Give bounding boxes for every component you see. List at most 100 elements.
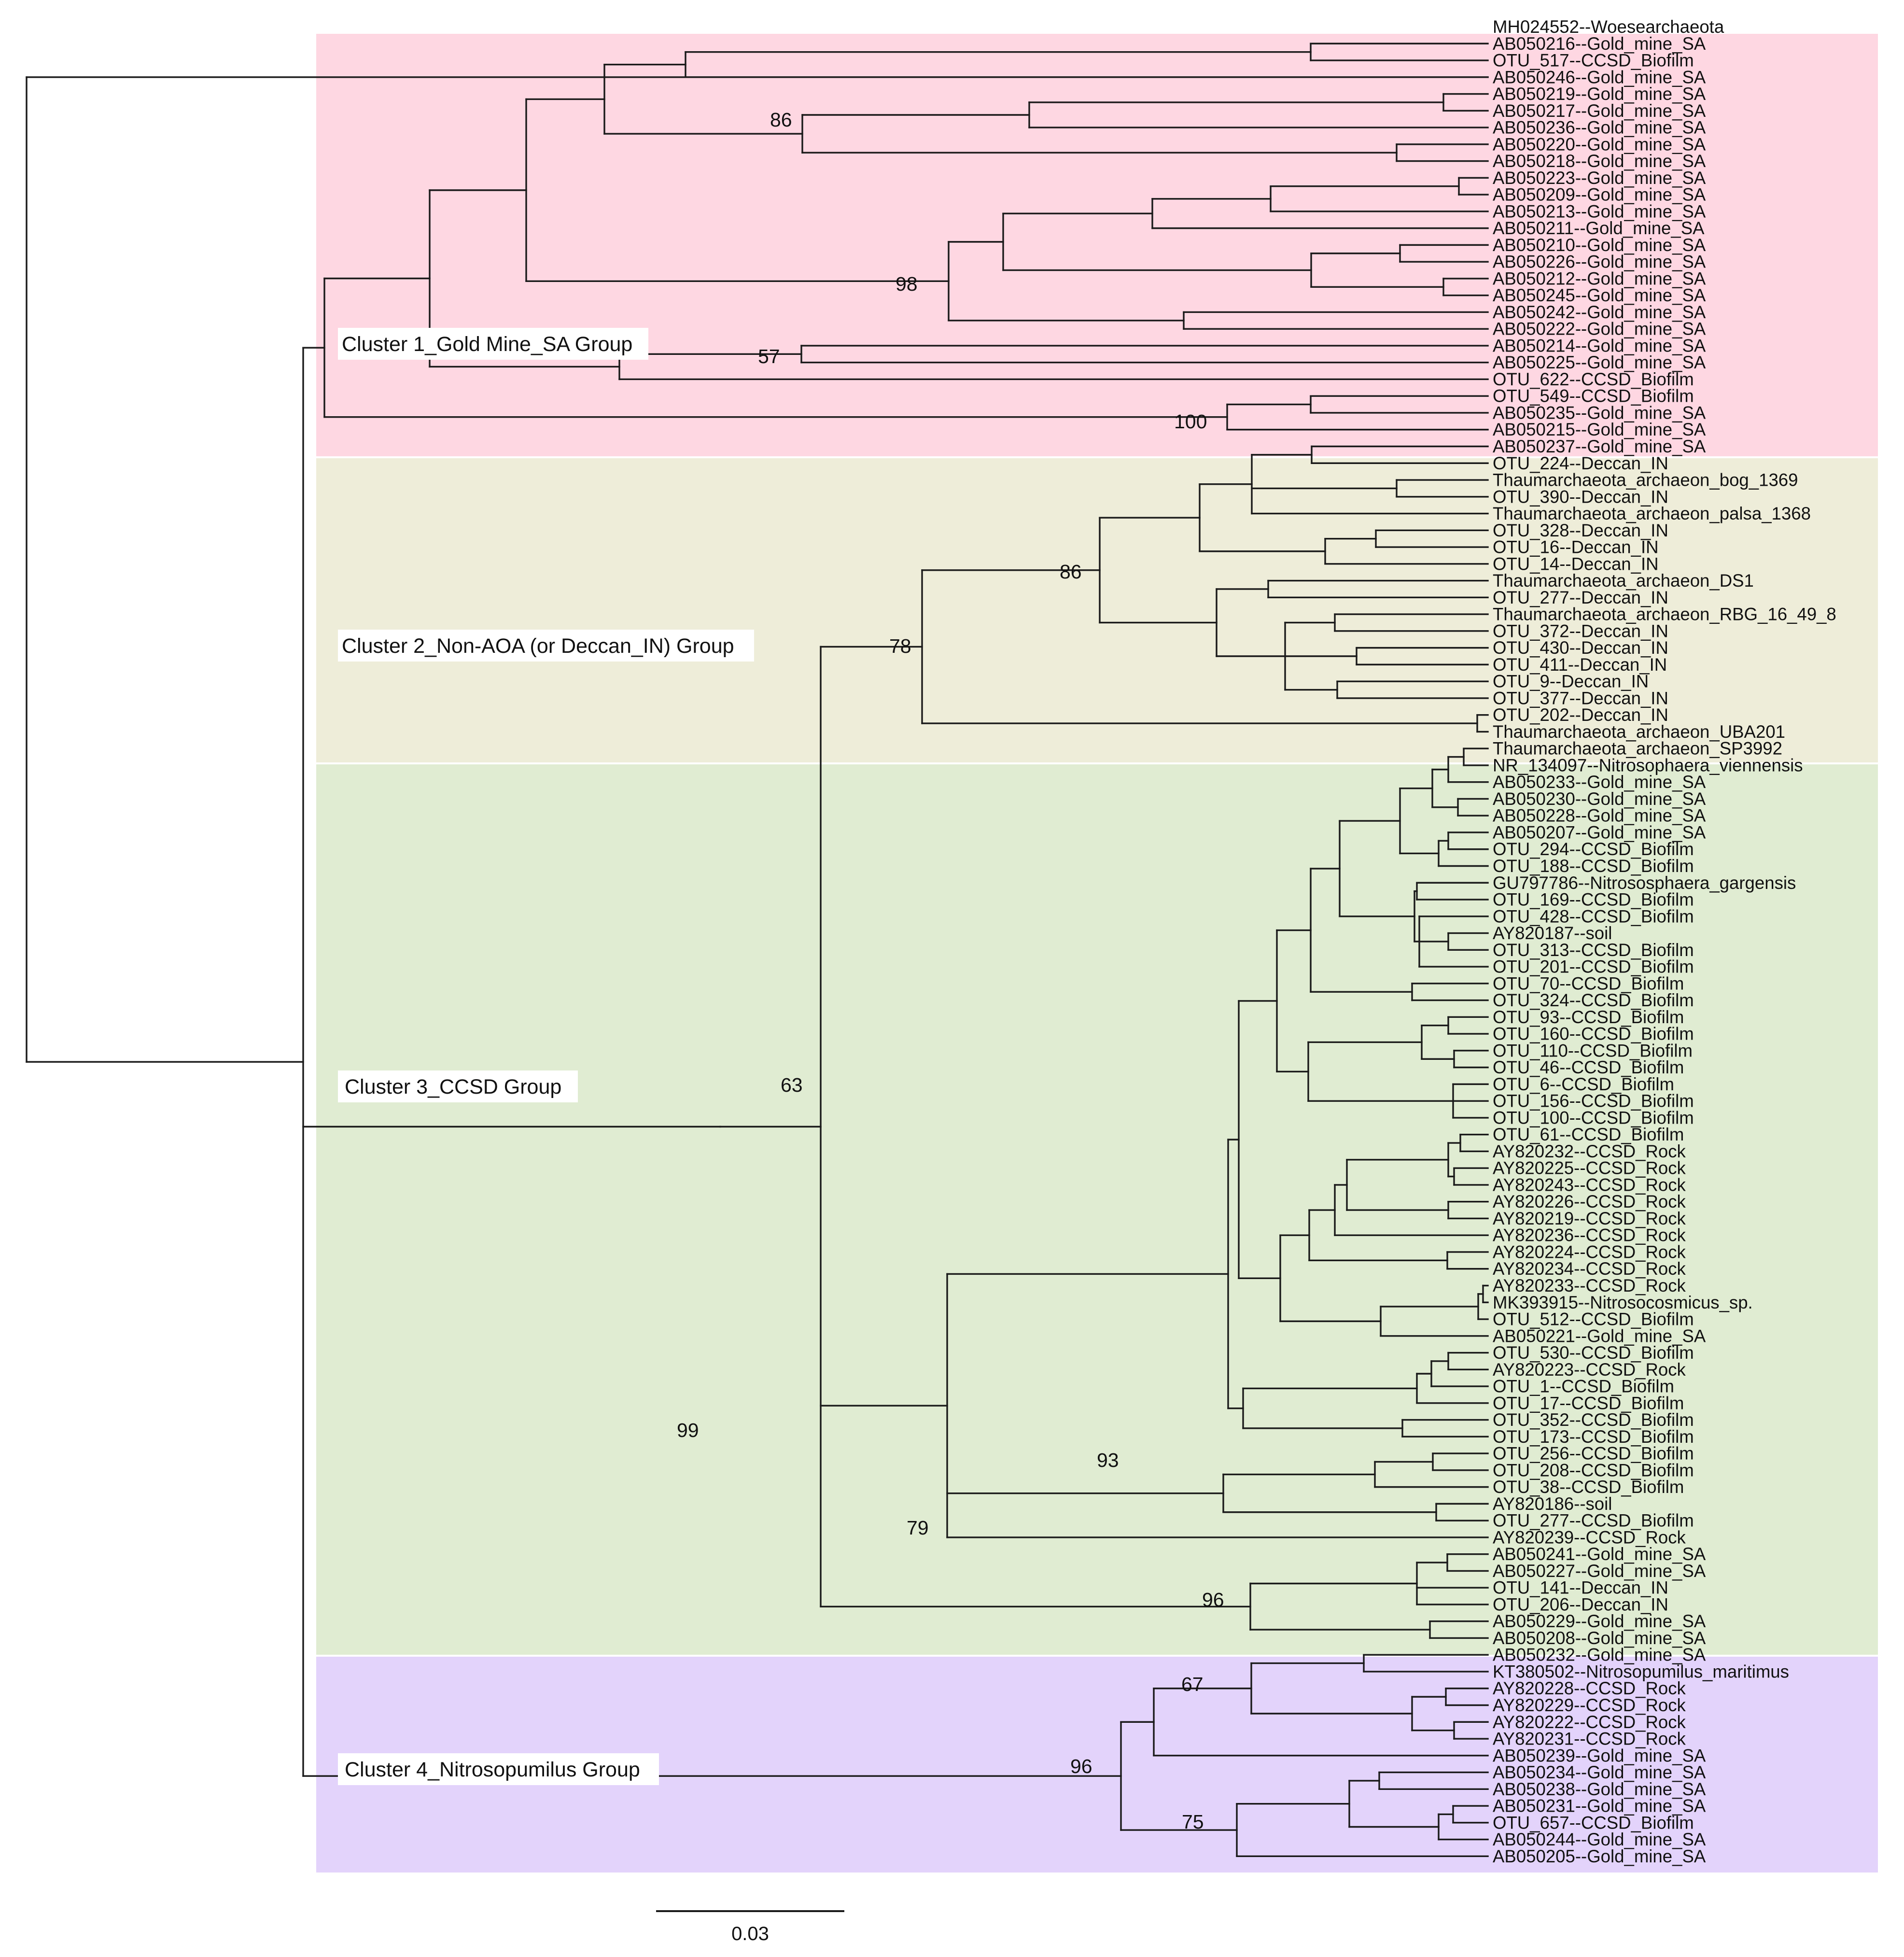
cluster-3-label-box xyxy=(338,1070,578,1102)
leaf-label: OTU_313--CCSD_Biofilm xyxy=(1493,940,1694,960)
bootstrap-value: 96 xyxy=(1070,1755,1092,1777)
leaf-label: GU797786--Nitrososphaera_gargensis xyxy=(1493,873,1796,893)
leaf-label: Thaumarchaeota_archaeon_RBG_16_49_8 xyxy=(1493,605,1836,624)
leaf-label: OTU_188--CCSD_Biofilm xyxy=(1493,856,1694,876)
leaf-label: OTU_17--CCSD_Biofilm xyxy=(1493,1393,1684,1413)
leaf-label: AB050222--Gold_mine_SA xyxy=(1493,319,1706,339)
leaf-label: OTU_141--Deccan_IN xyxy=(1493,1578,1668,1598)
leaf-label: NR_134097--Nitrosophaera_viennensis xyxy=(1493,755,1803,775)
leaf-label: OTU_61--CCSD_Biofilm xyxy=(1493,1125,1684,1144)
bootstrap-value: 63 xyxy=(781,1074,803,1096)
leaf-label: AY820223--CCSD_Rock xyxy=(1493,1360,1686,1380)
cluster-3-band xyxy=(316,764,1878,1655)
leaf-label: OTU_657--CCSD_Biofilm xyxy=(1493,1813,1694,1832)
leaf-label: OTU_46--CCSD_Biofilm xyxy=(1493,1057,1684,1077)
scale-bar-label: 0.03 xyxy=(731,1923,769,1944)
bootstrap-value: 99 xyxy=(677,1419,699,1441)
leaf-label: AB050230--Gold_mine_SA xyxy=(1493,789,1706,809)
leaf-label: MK393915--Nitrosocosmicus_sp. xyxy=(1493,1293,1753,1312)
leaf-label: AB050239--Gold_mine_SA xyxy=(1493,1746,1706,1765)
leaf-label: OTU_38--CCSD_Biofilm xyxy=(1493,1477,1684,1497)
leaf-label: AB050234--Gold_mine_SA xyxy=(1493,1762,1706,1782)
bootstrap-value: 93 xyxy=(1097,1449,1119,1471)
tree-branches xyxy=(26,42,1489,1858)
leaf-label: OTU_110--CCSD_Biofilm xyxy=(1493,1041,1693,1060)
leaf-label: AY820186--soil xyxy=(1493,1494,1612,1514)
cluster-1-label: Cluster 1_Gold Mine_SA Group xyxy=(338,328,648,360)
leaf-label: AB050231--Gold_mine_SA xyxy=(1493,1796,1706,1816)
bootstrap-value: 96 xyxy=(1202,1589,1224,1611)
leaf-label: AY820224--CCSD_Rock xyxy=(1493,1242,1686,1262)
leaf-label: AB050226--Gold_mine_SA xyxy=(1493,252,1706,272)
leaf-label: OTU_352--CCSD_Biofilm xyxy=(1493,1410,1694,1430)
leaf-label: OTU_390--Deccan_IN xyxy=(1493,487,1668,507)
leaf-label: AY820243--CCSD_Rock xyxy=(1493,1175,1686,1195)
leaf-label: AB050232--Gold_mine_SA xyxy=(1493,1645,1706,1665)
leaf-label: AY820225--CCSD_Rock xyxy=(1493,1158,1686,1178)
leaf-label: OTU_208--CCSD_Biofilm xyxy=(1493,1460,1694,1480)
leaf-label: AB050238--Gold_mine_SA xyxy=(1493,1779,1706,1799)
leaf-label: Thaumarchaeota_archaeon_UBA201 xyxy=(1493,722,1785,742)
cluster-bands xyxy=(316,34,1878,1873)
leaf-label: KT380502--Nitrosopumilus_maritimus xyxy=(1493,1661,1789,1681)
leaf-label: OTU_294--CCSD_Biofilm xyxy=(1493,839,1694,859)
leaf-label: OTU_428--CCSD_Biofilm xyxy=(1493,906,1694,926)
leaf-labels: MH024552--WoesearchaeotaAB050216--Gold_m… xyxy=(1493,17,1836,1866)
leaf-label: OTU_411--Deccan_IN xyxy=(1493,655,1667,675)
bootstrap-value: 86 xyxy=(770,109,792,131)
leaf-label: OTU_100--CCSD_Biofilm xyxy=(1493,1108,1694,1127)
leaf-label: OTU_14--Deccan_IN xyxy=(1493,554,1659,574)
leaf-label: OTU_372--Deccan_IN xyxy=(1493,621,1668,641)
leaf-label: AB050211--Gold_mine_SA xyxy=(1493,218,1705,238)
leaf-label: AY820234--CCSD_Rock xyxy=(1493,1259,1686,1279)
leaf-label: AB050236--Gold_mine_SA xyxy=(1493,118,1706,138)
leaf-label: AB050217--Gold_mine_SA xyxy=(1493,101,1706,121)
scale-bar: 0.03 xyxy=(656,1910,844,1944)
leaf-label: OTU_206--Deccan_IN xyxy=(1493,1594,1668,1614)
leaf-label: AY820228--CCSD_Rock xyxy=(1493,1678,1686,1698)
leaf-label: AB050242--Gold_mine_SA xyxy=(1493,302,1706,322)
leaf-label: AB050235--Gold_mine_SA xyxy=(1493,403,1706,422)
leaf-label: OTU_549--CCSD_Biofilm xyxy=(1493,386,1694,406)
cluster-3-label: Cluster 3_CCSD Group xyxy=(338,1070,578,1102)
leaf-label: AB050221--Gold_mine_SA xyxy=(1493,1326,1706,1346)
leaf-label: AY820232--CCSD_Rock xyxy=(1493,1141,1686,1161)
cluster-2-label-box xyxy=(338,630,754,662)
leaf-label: OTU_256--CCSD_Biofilm xyxy=(1493,1444,1694,1464)
leaf-label: AB050214--Gold_mine_SA xyxy=(1493,336,1706,355)
leaf-label: OTU_512--CCSD_Biofilm xyxy=(1493,1309,1694,1329)
leaf-label: AB050210--Gold_mine_SA xyxy=(1493,235,1706,255)
leaf-label: AB050228--Gold_mine_SA xyxy=(1493,806,1706,826)
leaf-label: AY820219--CCSD_Rock xyxy=(1493,1209,1686,1228)
leaf-label: AY820236--CCSD_Rock xyxy=(1493,1225,1686,1245)
leaf-label: AB050208--Gold_mine_SA xyxy=(1493,1628,1706,1648)
bootstrap-value: 67 xyxy=(1181,1673,1204,1695)
leaf-label: AY820239--CCSD_Rock xyxy=(1493,1527,1686,1547)
leaf-label: AB050207--Gold_mine_SA xyxy=(1493,822,1706,842)
cluster-1-label-box xyxy=(338,328,648,360)
leaf-label: OTU_224--Deccan_IN xyxy=(1493,453,1668,473)
leaf-label: OTU_328--Deccan_IN xyxy=(1493,521,1668,540)
leaf-label: OTU_377--Deccan_IN xyxy=(1493,688,1668,708)
cluster-3-label-text: Cluster 3_CCSD Group xyxy=(345,1075,561,1098)
leaf-label: OTU_1--CCSD_Biofilm xyxy=(1493,1377,1674,1396)
leaf-label: OTU_622--CCSD_Biofilm xyxy=(1493,369,1694,389)
cluster-4-label: Cluster 4_Nitrosopumilus Group xyxy=(338,1753,659,1785)
leaf-label: AY820231--CCSD_Rock xyxy=(1493,1729,1686,1749)
leaf-label: AB050245--Gold_mine_SA xyxy=(1493,285,1706,305)
leaf-label: OTU_430--Deccan_IN xyxy=(1493,638,1668,658)
leaf-label: AB050227--Gold_mine_SA xyxy=(1493,1561,1706,1581)
leaf-label: AB050225--Gold_mine_SA xyxy=(1493,352,1706,372)
leaf-label: Thaumarchaeota_archaeon_DS1 xyxy=(1493,571,1754,591)
leaf-label: OTU_201--CCSD_Biofilm xyxy=(1493,957,1694,977)
leaf-label: AB050215--Gold_mine_SA xyxy=(1493,420,1706,439)
leaf-label: AB050237--Gold_mine_SA xyxy=(1493,436,1706,456)
leaf-label: AB050216--Gold_mine_SA xyxy=(1493,34,1706,54)
cluster-2-label: Cluster 2_Non-AOA (or Deccan_IN) Group xyxy=(338,630,754,662)
cluster-2-band xyxy=(316,458,1878,762)
leaf-label: AB050244--Gold_mine_SA xyxy=(1493,1830,1706,1849)
bootstrap-value: 75 xyxy=(1182,1811,1204,1833)
leaf-label: OTU_160--CCSD_Biofilm xyxy=(1493,1024,1694,1044)
